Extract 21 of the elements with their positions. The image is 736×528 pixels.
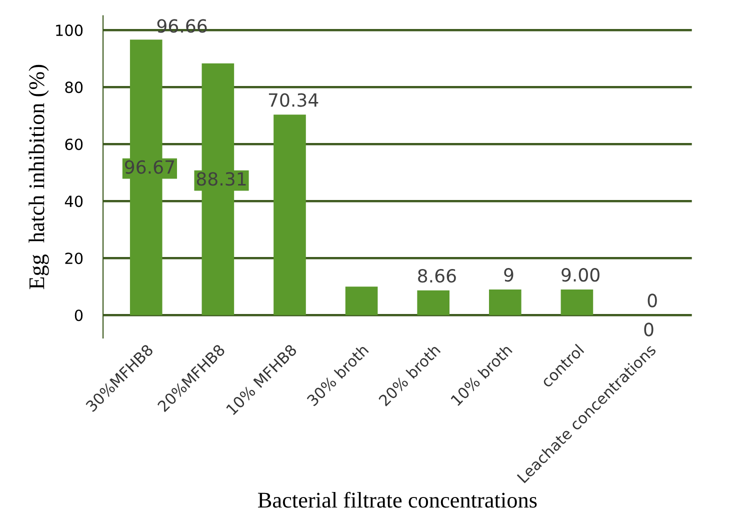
data-label: 8.66 (418, 269, 456, 283)
y-tick-label: 60 (65, 138, 83, 150)
y-tick-label: 0 (74, 310, 83, 322)
bar (488, 289, 522, 316)
y-tick-label: 20 (65, 252, 83, 264)
data-label: 70.34 (268, 93, 318, 107)
y-tick-label: 80 (65, 82, 83, 94)
bar (560, 289, 594, 316)
data-label: 88.31 (196, 172, 246, 186)
data-label: 9.00 (562, 268, 600, 282)
data-label: 0 (648, 294, 657, 308)
y-tick-label: 40 (64, 196, 83, 208)
data-label: 9 (504, 268, 514, 282)
y-tick-label: 100 (56, 24, 83, 36)
y-axis-title: Egg hatch inhibition (%) (28, 64, 49, 290)
bar (417, 290, 450, 316)
annotation: 0 (644, 322, 654, 336)
bar (274, 114, 306, 316)
x-axis-title: Bacterial filtrate concentrations (258, 492, 537, 508)
data-label: 96.67 (125, 160, 174, 174)
bar (345, 286, 378, 316)
